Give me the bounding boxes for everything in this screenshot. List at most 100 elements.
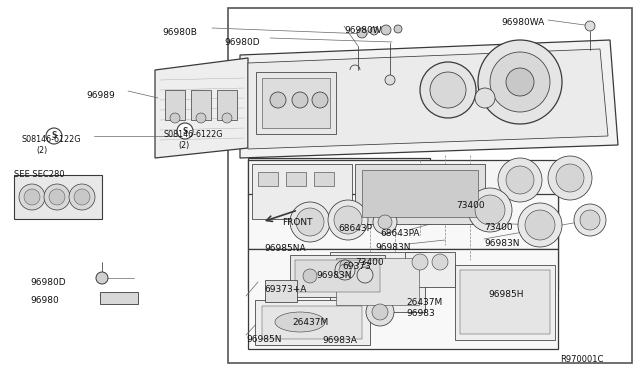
Circle shape — [556, 164, 584, 192]
Bar — [330, 252, 425, 312]
Circle shape — [574, 204, 606, 236]
Text: 96980W: 96980W — [344, 26, 381, 35]
Bar — [355, 164, 485, 224]
Text: 96985NA: 96985NA — [264, 244, 306, 253]
Circle shape — [290, 202, 330, 242]
Circle shape — [490, 52, 550, 112]
Bar — [336, 258, 419, 305]
Circle shape — [506, 166, 534, 194]
Bar — [217, 90, 237, 120]
Bar — [14, 175, 102, 219]
Polygon shape — [248, 49, 608, 149]
Circle shape — [196, 113, 206, 123]
Text: S: S — [51, 131, 57, 141]
Text: 96983: 96983 — [406, 309, 435, 318]
Circle shape — [420, 62, 476, 118]
Circle shape — [525, 210, 555, 240]
Text: R970001C: R970001C — [560, 355, 604, 364]
Text: 73400: 73400 — [456, 201, 484, 210]
Text: (2): (2) — [178, 141, 189, 150]
Polygon shape — [155, 58, 248, 158]
Circle shape — [296, 208, 324, 236]
Circle shape — [312, 92, 328, 108]
Circle shape — [270, 92, 286, 108]
Circle shape — [222, 113, 232, 123]
Circle shape — [340, 260, 350, 270]
Text: 68643PA: 68643PA — [380, 229, 419, 238]
Bar — [362, 170, 478, 217]
Circle shape — [468, 188, 512, 232]
Text: S: S — [182, 126, 188, 135]
Bar — [265, 280, 297, 302]
Circle shape — [24, 189, 40, 205]
Circle shape — [170, 113, 180, 123]
Bar — [455, 265, 555, 340]
Circle shape — [478, 40, 562, 124]
Text: 96980: 96980 — [30, 296, 59, 305]
Circle shape — [518, 203, 562, 247]
Text: S08146-6122G: S08146-6122G — [164, 130, 223, 139]
Circle shape — [580, 210, 600, 230]
Text: 73400: 73400 — [484, 223, 513, 232]
Text: 96983N: 96983N — [316, 271, 351, 280]
Bar — [460, 270, 550, 334]
Circle shape — [498, 158, 542, 202]
Circle shape — [177, 123, 193, 139]
Bar — [256, 72, 336, 134]
Bar — [290, 255, 385, 297]
Bar — [252, 164, 352, 219]
Circle shape — [475, 88, 495, 108]
Text: 96983N: 96983N — [484, 239, 520, 248]
Text: 96985H: 96985H — [488, 290, 524, 299]
Text: 68643P: 68643P — [338, 224, 372, 233]
Circle shape — [328, 200, 368, 240]
Text: 96989: 96989 — [86, 91, 115, 100]
Text: FRONT: FRONT — [282, 218, 312, 227]
Circle shape — [49, 189, 65, 205]
Circle shape — [303, 269, 317, 283]
Circle shape — [292, 92, 308, 108]
Bar — [405, 252, 455, 287]
Text: 96980D: 96980D — [224, 38, 260, 47]
Bar — [314, 172, 334, 186]
Bar — [248, 249, 558, 349]
Circle shape — [370, 27, 378, 35]
Circle shape — [69, 184, 95, 210]
Text: 96985N: 96985N — [246, 335, 282, 344]
Circle shape — [74, 189, 90, 205]
Circle shape — [385, 75, 395, 85]
Bar — [165, 90, 185, 120]
Text: 96980B: 96980B — [162, 28, 197, 37]
Circle shape — [372, 304, 388, 320]
Circle shape — [334, 206, 362, 234]
Text: (2): (2) — [36, 146, 47, 155]
Ellipse shape — [275, 312, 325, 332]
Circle shape — [357, 28, 367, 38]
Text: S08146-6122G: S08146-6122G — [22, 135, 81, 144]
Circle shape — [506, 68, 534, 96]
Circle shape — [46, 128, 62, 144]
Bar — [286, 172, 306, 186]
Circle shape — [430, 72, 466, 108]
Bar — [262, 306, 362, 339]
Text: 96983N: 96983N — [375, 243, 410, 252]
Circle shape — [378, 215, 392, 229]
Circle shape — [96, 272, 108, 284]
Circle shape — [412, 254, 428, 270]
Circle shape — [19, 184, 45, 210]
Circle shape — [394, 25, 402, 33]
Text: 26437M: 26437M — [292, 318, 328, 327]
Bar — [248, 194, 558, 249]
Bar — [100, 292, 138, 304]
Bar — [255, 300, 370, 345]
Bar — [248, 160, 558, 290]
Circle shape — [585, 21, 595, 31]
Text: 69373: 69373 — [342, 262, 371, 271]
Bar — [262, 78, 330, 128]
Bar — [258, 172, 278, 186]
Circle shape — [357, 267, 373, 283]
Text: 69373+A: 69373+A — [264, 285, 307, 294]
Circle shape — [381, 25, 391, 35]
Bar — [228, 8, 632, 363]
Circle shape — [548, 156, 592, 200]
